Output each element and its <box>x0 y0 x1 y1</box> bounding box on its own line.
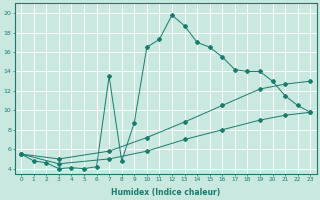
X-axis label: Humidex (Indice chaleur): Humidex (Indice chaleur) <box>111 188 220 197</box>
